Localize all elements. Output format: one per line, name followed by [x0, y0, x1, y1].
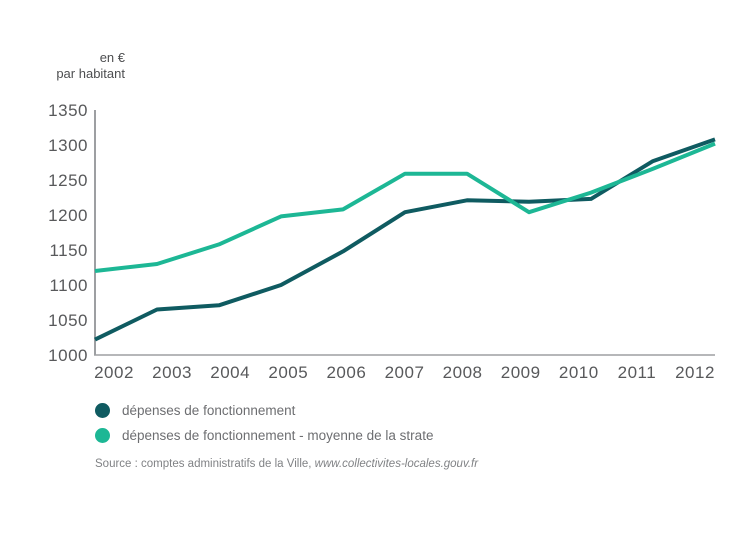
x-tick-label: 2008: [442, 363, 483, 382]
x-tick-label: 2011: [617, 363, 657, 382]
x-tick-label: 2005: [268, 363, 309, 382]
series-line-0: [94, 137, 716, 342]
legend-label-depenses: dépenses de fonctionnement: [122, 402, 296, 418]
legend-item-moyenne-strate: dépenses de fonctionnement - moyenne de …: [95, 427, 433, 443]
y-axis-unit-line1: en €: [99, 50, 125, 65]
source-caption: Source : comptes administratifs de la Vi…: [95, 458, 478, 470]
x-tick-label: 2006: [326, 363, 367, 382]
legend-dot-moyenne-strate-icon: [95, 427, 110, 443]
y-tick-label: 1250: [48, 171, 88, 190]
legend-dot-depenses-icon: [95, 402, 110, 418]
x-tick-label: 2002: [94, 363, 134, 382]
x-tick-label: 2010: [558, 363, 599, 382]
x-tick-label: 2009: [500, 363, 541, 382]
y-axis-unit-label: en € par habitant: [20, 50, 125, 82]
x-tick-label: 2004: [210, 363, 251, 382]
y-tick-label: 1150: [49, 241, 88, 260]
series-line-1: [94, 141, 716, 273]
y-tick-label: 1100: [49, 276, 88, 295]
x-tick-label: 2003: [152, 363, 192, 382]
x-tick-label: 2012: [675, 363, 715, 382]
y-tick-label: 1000: [48, 346, 88, 365]
source-caption-url: www.collectivites-locales.gouv.fr: [314, 458, 479, 470]
y-tick-label: 1050: [48, 311, 88, 330]
legend-label-moyenne-strate: dépenses de fonctionnement - moyenne de …: [122, 427, 434, 443]
x-tick-label: 2007: [384, 363, 425, 382]
legend-item-depenses: dépenses de fonctionnement: [95, 402, 295, 418]
y-tick-label: 1200: [48, 206, 88, 225]
y-tick-label: 1300: [48, 136, 88, 155]
chart-series-group: [94, 137, 716, 342]
source-caption-text: Source : comptes administratifs de la Vi…: [95, 458, 315, 470]
y-axis-unit-line2: par habitant: [56, 66, 125, 81]
y-tick-label: 1350: [48, 101, 88, 120]
